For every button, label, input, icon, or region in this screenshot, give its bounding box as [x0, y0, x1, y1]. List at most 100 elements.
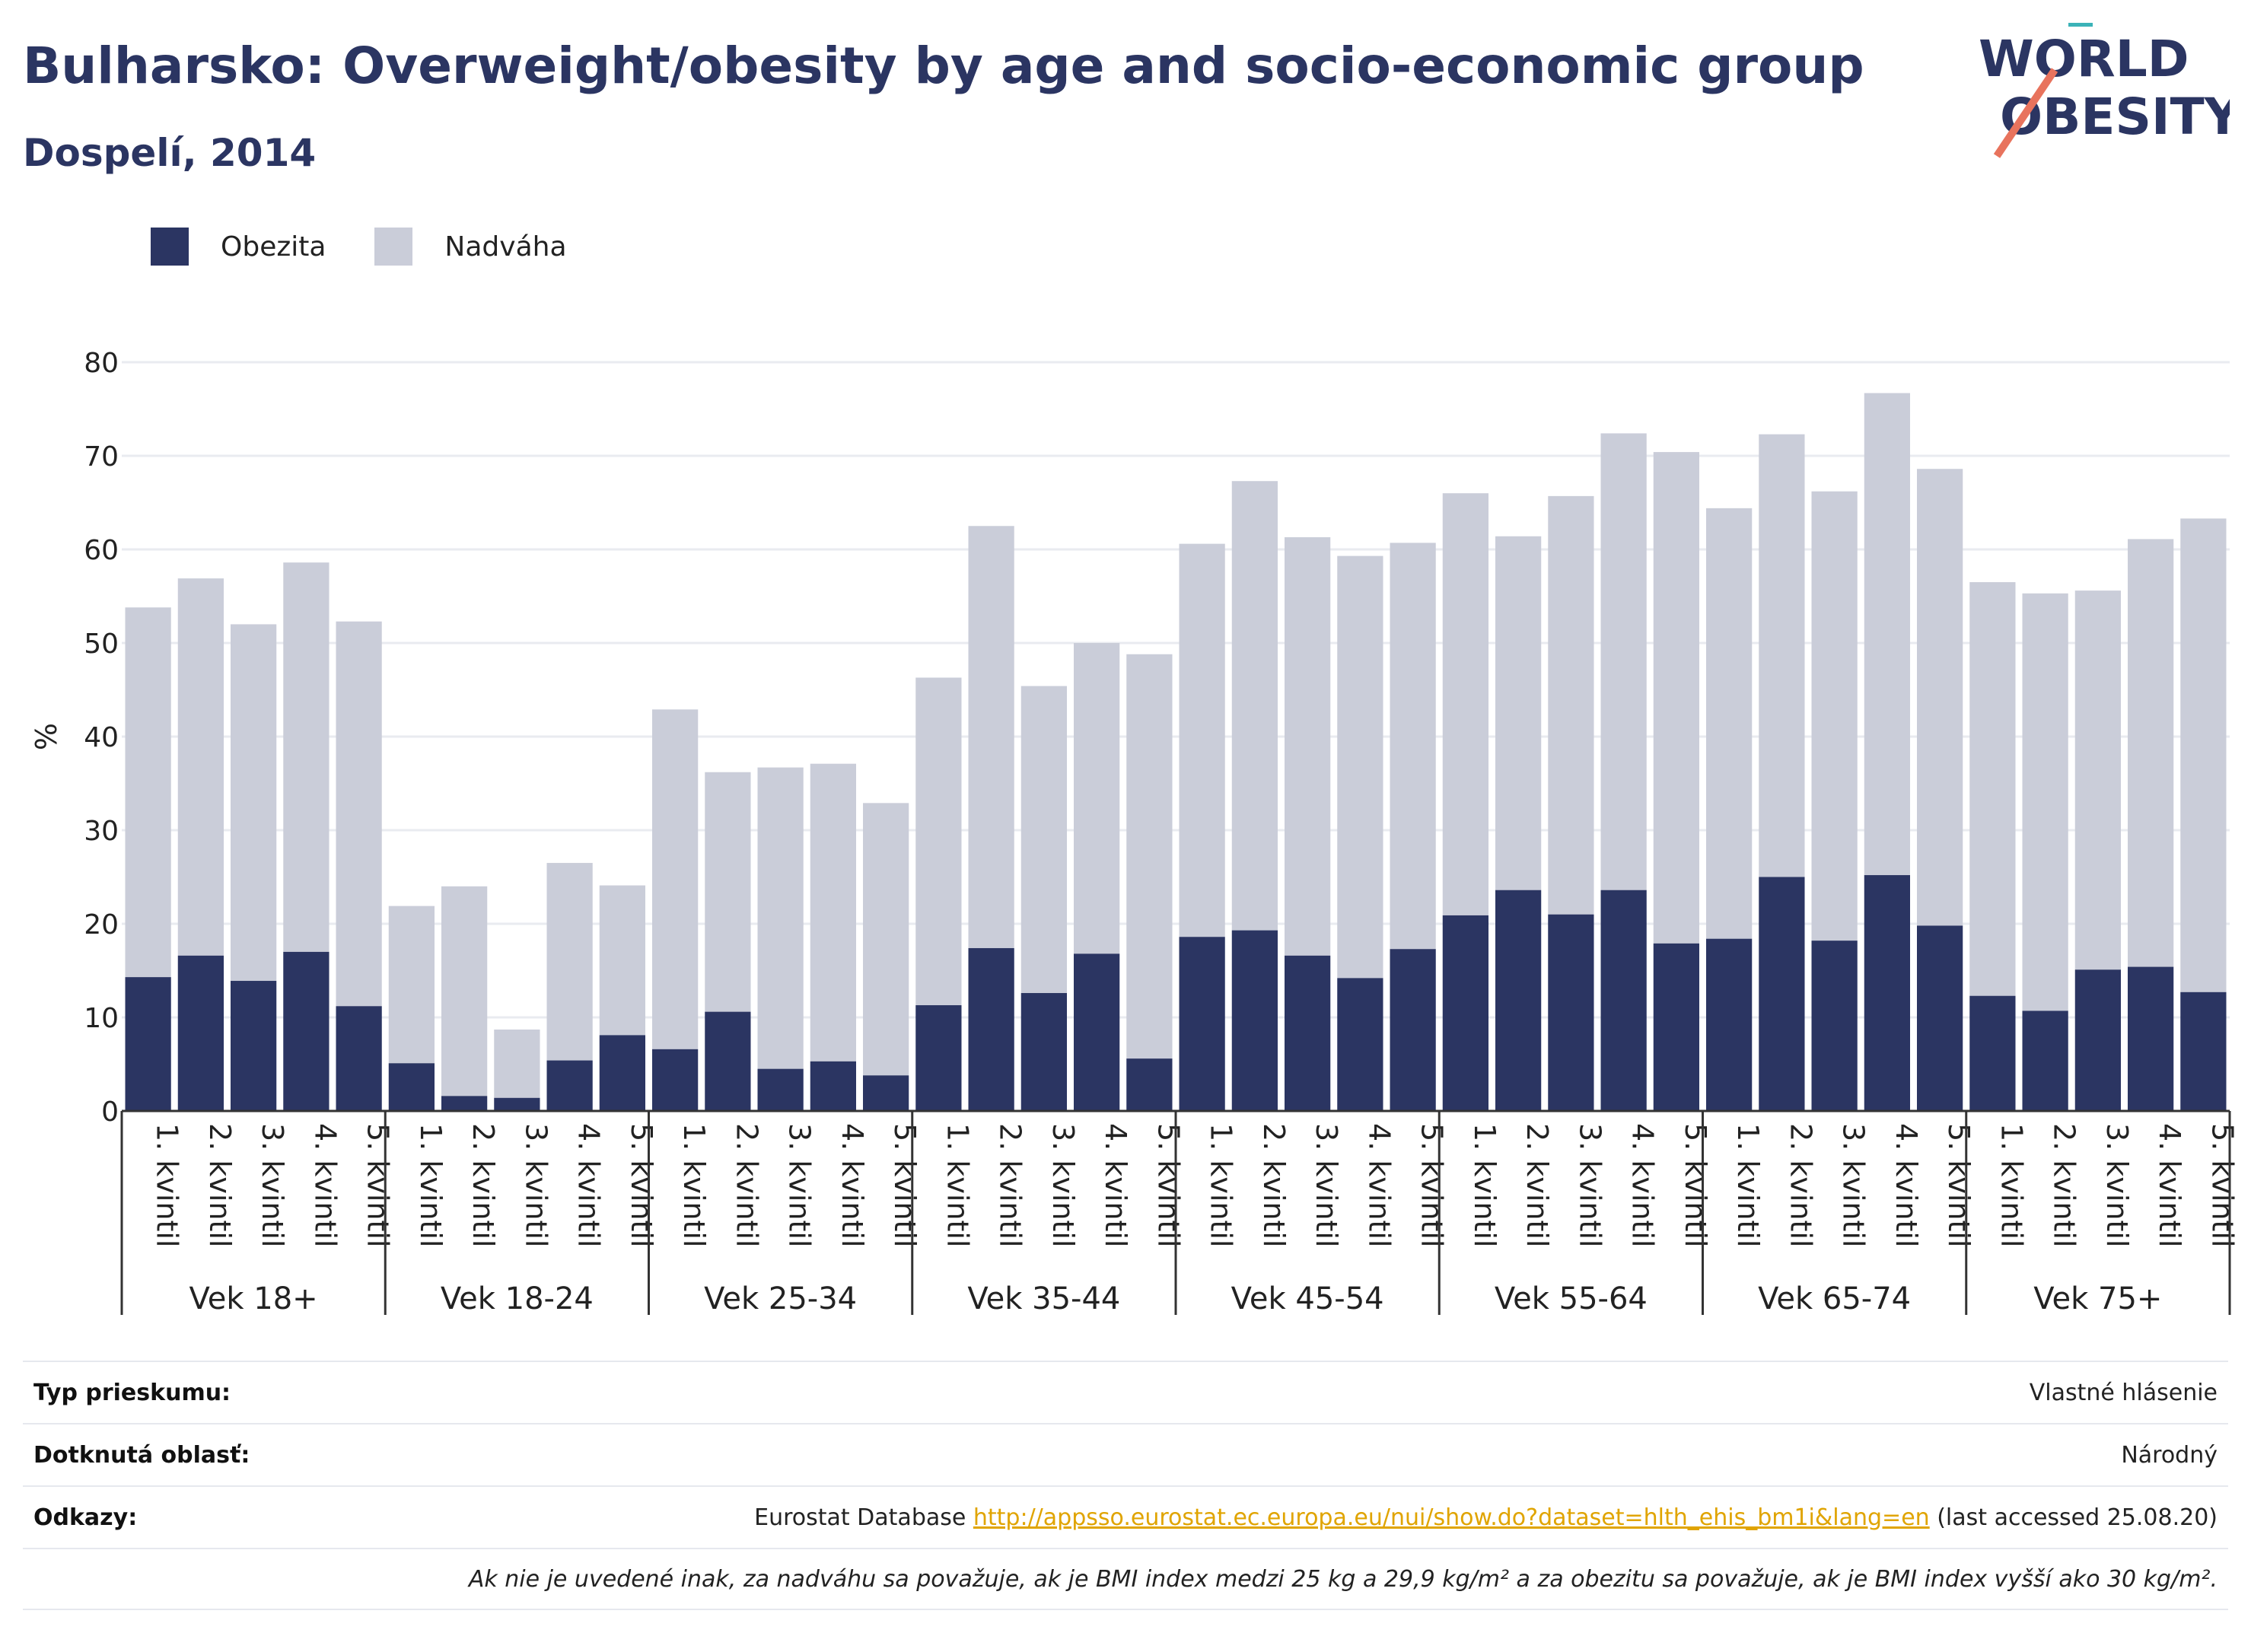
legend-item-obezita: Obezita	[151, 228, 326, 266]
x-tick-label: 1. kvintil	[1731, 1123, 1765, 1248]
y-tick-label-10: 10	[84, 1003, 119, 1034]
bar-nadvaha-g6-q2	[1495, 536, 1542, 890]
bar-nadvaha-g4-q3	[1020, 686, 1067, 994]
x-tick-label: 3. kvintil	[2100, 1123, 2134, 1248]
bar-nadvaha-g5-q4	[1337, 555, 1383, 979]
logo-line1: WORLD	[1979, 30, 2189, 88]
group-label: Vek 25-34	[704, 1281, 857, 1316]
world-obesity-logo: WORLD OBESITY	[1979, 23, 2230, 158]
chart-legend: Obezita Nadváha	[151, 225, 616, 268]
x-tick-label: 4. kvintil	[308, 1123, 342, 1248]
x-tick-label: 5. kvintil	[625, 1123, 658, 1248]
bar-nadvaha-g1-q1	[125, 607, 171, 978]
x-tick-label: 1. kvintil	[941, 1123, 974, 1248]
bar-nadvaha-g5-q3	[1285, 537, 1331, 956]
x-tick-label: 2. kvintil	[730, 1123, 763, 1248]
bar-obezita-g8-q1	[1969, 995, 2016, 1111]
group-label: Vek 35-44	[967, 1281, 1120, 1316]
bar-nadvaha-g2-q2	[441, 886, 488, 1097]
bar-obezita-g6-q1	[1442, 915, 1488, 1111]
group-label: Vek 65-74	[1758, 1281, 1911, 1316]
bar-obezita-g7-q1	[1706, 938, 1753, 1111]
bar-nadvaha-g4-q2	[968, 526, 1014, 948]
x-tick-label: 2. kvintil	[1520, 1123, 1554, 1248]
references-label: Odkazy:	[33, 1504, 138, 1531]
bar-nadvaha-g8-q4	[2128, 539, 2174, 967]
bar-nadvaha-g1-q2	[177, 578, 224, 956]
bar-obezita-g6-q3	[1548, 914, 1594, 1111]
bar-nadvaha-g6-q4	[1600, 433, 1647, 890]
legend-label-obezita: Obezita	[221, 231, 326, 263]
bar-nadvaha-g6-q3	[1548, 495, 1594, 915]
bar-obezita-g4-q2	[968, 947, 1014, 1111]
eurostat-link[interactable]: http://appsso.eurostat.ec.europa.eu/nui/…	[973, 1504, 1930, 1531]
bar-obezita-g1-q4	[283, 951, 330, 1111]
info-table: Typ prieskumu: Vlastné hlásenie Dotknutá…	[23, 1361, 2228, 1610]
x-tick-label: 4. kvintil	[1362, 1123, 1396, 1248]
bar-obezita-g2-q2	[441, 1096, 488, 1111]
references-suffix: (last accessed 25.08.20)	[1937, 1504, 2218, 1531]
bar-obezita-g2-q3	[494, 1097, 540, 1111]
bar-obezita-g8-q5	[2180, 992, 2227, 1111]
x-tick-label: 2. kvintil	[2048, 1123, 2081, 1248]
bar-obezita-g2-q1	[388, 1063, 435, 1111]
group-label: Vek 55-64	[1495, 1281, 1648, 1316]
stacked-bar-chart: 0 10 20 30 40 50 60 70 80% 1. kvintil 2. kvintil 3.…	[30, 348, 2239, 1316]
survey-type-value: Vlastné hlásenie	[2029, 1379, 2218, 1406]
bar-nadvaha-g3-q3	[757, 767, 804, 1069]
bar-obezita-g2-q5	[599, 1035, 645, 1111]
bar-nadvaha-g3-q2	[705, 772, 751, 1012]
y-tick-label-40: 40	[84, 722, 119, 753]
bar-nadvaha-g3-q5	[863, 803, 909, 1076]
x-tick-label: 3. kvintil	[1046, 1123, 1080, 1248]
bar-nadvaha-g8-q3	[2074, 590, 2121, 970]
legend-swatch-nadvaha	[374, 228, 413, 266]
legend-swatch-obezita	[151, 228, 189, 266]
bar-nadvaha-g8-q1	[1969, 582, 2016, 996]
bar-obezita-g1-q1	[125, 977, 171, 1111]
bar-nadvaha-g6-q1	[1442, 493, 1488, 915]
x-tick-label: 1. kvintil	[151, 1123, 184, 1248]
bar-nadvaha-g4-q5	[1126, 654, 1173, 1059]
bar-obezita-g3-q1	[652, 1049, 699, 1111]
x-tick-label: 5. kvintil	[1679, 1123, 1712, 1248]
x-tick-label: 2. kvintil	[203, 1123, 237, 1248]
bar-nadvaha-g8-q5	[2180, 518, 2227, 992]
bar-nadvaha-g5-q5	[1390, 543, 1436, 950]
bar-nadvaha-g4-q1	[915, 677, 962, 1006]
y-tick-label-30: 30	[84, 816, 119, 847]
info-row-area: Dotknutá oblasť: Národný	[23, 1423, 2228, 1485]
bar-obezita-g1-q5	[336, 1006, 382, 1111]
bar-nadvaha-g2-q4	[546, 863, 593, 1061]
info-row-survey-type: Typ prieskumu: Vlastné hlásenie	[23, 1361, 2228, 1423]
x-tick-label: 4. kvintil	[1890, 1123, 1923, 1248]
x-tick-label: 2. kvintil	[994, 1123, 1027, 1248]
bar-obezita-g5-q3	[1285, 955, 1331, 1111]
x-tick-label: 3. kvintil	[1573, 1123, 1606, 1248]
bar-nadvaha-g4-q4	[1074, 643, 1120, 954]
info-row-references: Odkazy: Eurostat Database http://appsso.…	[23, 1485, 2228, 1548]
bar-nadvaha-g2-q1	[388, 906, 435, 1064]
x-tick-label: 4. kvintil	[572, 1123, 606, 1248]
bar-nadvaha-g3-q4	[810, 763, 856, 1062]
info-row-note: Ak nie je uvedené inak, za nadváhu sa po…	[23, 1548, 2228, 1610]
group-label: Vek 75+	[2033, 1281, 2162, 1316]
bar-obezita-g1-q2	[177, 955, 224, 1111]
bar-obezita-g4-q3	[1020, 993, 1067, 1111]
bar-nadvaha-g2-q5	[599, 885, 645, 1036]
bar-obezita-g5-q1	[1179, 937, 1225, 1111]
bar-obezita-g4-q5	[1126, 1058, 1173, 1111]
x-tick-label: 1. kvintil	[1995, 1123, 2028, 1248]
bar-obezita-g8-q4	[2128, 966, 2174, 1111]
group-label: Vek 18-24	[441, 1281, 594, 1316]
bar-obezita-g8-q3	[2074, 969, 2121, 1111]
bar-obezita-g5-q2	[1231, 930, 1278, 1111]
x-tick-label: 2. kvintil	[466, 1123, 500, 1248]
chart-subtitle: Dospelí, 2014	[23, 131, 317, 175]
bar-nadvaha-g1-q5	[336, 621, 382, 1007]
bmi-definition-note: Ak nie je uvedené inak, za nadváhu sa po…	[468, 1565, 2218, 1593]
x-tick-label: 5. kvintil	[361, 1123, 395, 1248]
bar-obezita-g4-q1	[915, 1005, 962, 1111]
y-tick-label-20: 20	[84, 909, 119, 941]
bar-obezita-g5-q5	[1390, 949, 1436, 1111]
